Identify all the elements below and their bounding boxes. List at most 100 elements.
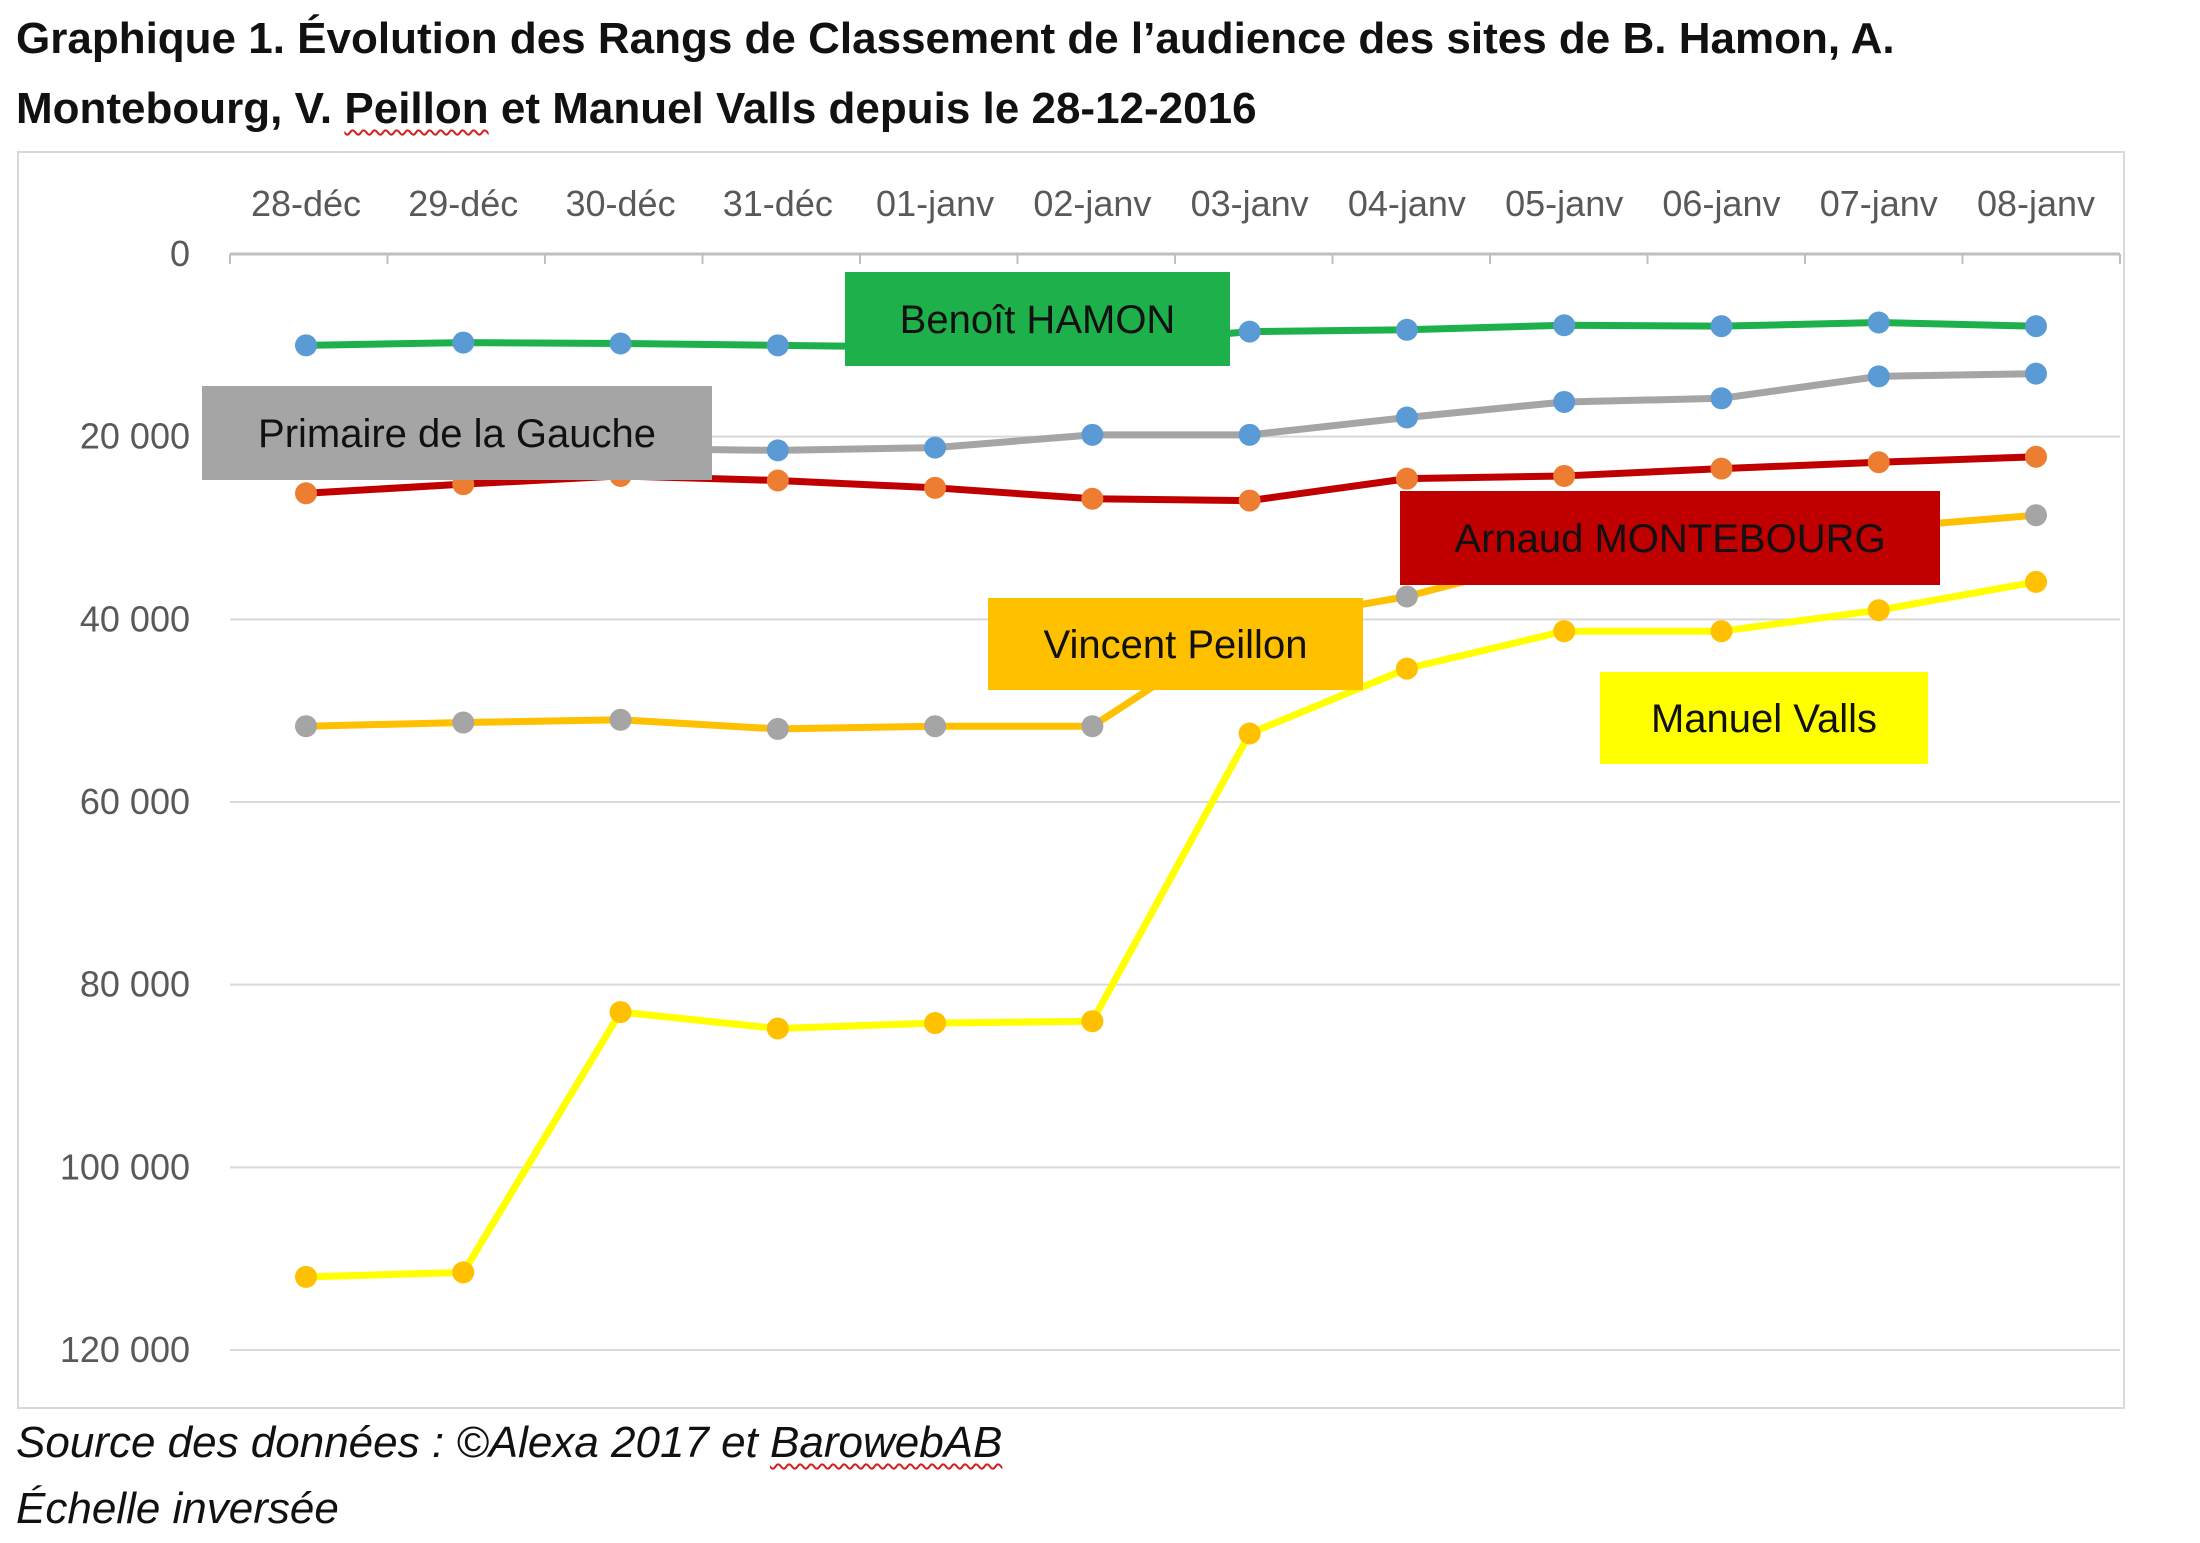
data-point — [1553, 314, 1576, 337]
data-point — [2025, 315, 2047, 338]
series-4 — [295, 570, 2047, 1288]
data-point — [766, 469, 789, 492]
series-label: Manuel Valls — [1600, 672, 1928, 764]
y-tick-label: 80 000 — [80, 964, 190, 1005]
data-point — [1710, 620, 1733, 643]
x-tick-label: 28-déc — [251, 183, 361, 224]
series-label-box — [988, 598, 1363, 690]
x-tick-label: 07-janv — [1820, 183, 1938, 224]
title-line-2-start: Montebourg, V. — [16, 84, 345, 133]
x-tick-label: 02-janv — [1033, 183, 1151, 224]
y-tick-label: 20 000 — [80, 416, 190, 457]
y-tick-label: 60 000 — [80, 781, 190, 822]
data-point — [766, 439, 789, 462]
series-line — [302, 578, 2040, 1281]
chart-title: Graphique 1. Évolution des Rangs de Clas… — [16, 4, 2176, 144]
series-label-text: Vincent Peillon — [1044, 623, 1308, 667]
data-point — [609, 332, 632, 355]
data-point — [1867, 451, 1890, 474]
x-tick-label: 05-janv — [1505, 183, 1623, 224]
x-tick-label: 08-janv — [1977, 183, 2095, 224]
data-point — [766, 1017, 789, 1040]
data-point — [1395, 467, 1418, 490]
source-text: Source des données : ©Alexa 2017 et — [16, 1418, 771, 1467]
data-point — [1553, 620, 1576, 643]
series-label-text: Primaire de la Gauche — [258, 412, 656, 456]
data-point — [1395, 657, 1418, 680]
series-label-box — [1600, 672, 1928, 764]
data-point — [766, 334, 789, 357]
data-point — [1395, 318, 1418, 341]
data-point — [1081, 487, 1104, 510]
x-tick-label: 06-janv — [1662, 183, 1780, 224]
x-tick-label: 01-janv — [876, 183, 994, 224]
series-label-text: Benoît HAMON — [900, 298, 1176, 342]
data-point — [1553, 390, 1576, 413]
x-tick-label: 29-déc — [408, 183, 518, 224]
title-line-2-end: et Manuel Valls depuis le 28-12-2016 — [488, 84, 1257, 133]
data-point — [1710, 315, 1733, 338]
data-point — [452, 1261, 475, 1284]
data-point — [1867, 311, 1890, 334]
x-tick-label: 30-déc — [566, 183, 676, 224]
data-point — [1395, 585, 1418, 608]
y-tick-label: 120 000 — [60, 1329, 190, 1370]
source-link-text: BarowebAB — [770, 1418, 1003, 1467]
series-label-layer: Benoît HAMON Primaire de la Gauche Arnaud … — [202, 272, 1940, 764]
series-label: Vincent Peillon — [988, 598, 1363, 690]
series-label: Arnaud MONTEBOURG — [1400, 491, 1940, 585]
x-tick-label: 03-janv — [1191, 183, 1309, 224]
data-point — [295, 1265, 317, 1288]
title-line-1: Graphique 1. Évolution des Rangs de Clas… — [16, 14, 1895, 63]
data-point — [924, 476, 947, 499]
series-label-box — [202, 386, 712, 480]
x-tick-label: 31-déc — [723, 183, 833, 224]
y-tick-label: 100 000 — [60, 1146, 190, 1187]
data-point — [1238, 722, 1261, 745]
series-label: Benoît HAMON — [845, 272, 1230, 366]
x-axis: 28-déc 29-déc 30-déc 31-déc 01-janv 02-janv 03… — [229, 183, 2121, 264]
data-point — [1710, 387, 1733, 410]
title-line-2-underlined: Peillon — [344, 84, 489, 133]
data-point — [1238, 423, 1261, 446]
series-label-box — [845, 272, 1230, 366]
data-point — [1553, 464, 1576, 487]
data-point — [609, 708, 632, 731]
data-point — [295, 715, 317, 738]
series-label-box — [1400, 491, 1940, 585]
data-point — [924, 436, 947, 459]
data-point — [1238, 489, 1261, 512]
data-point — [924, 1012, 947, 1035]
series-label: Primaire de la Gauche — [202, 386, 712, 480]
data-point — [295, 334, 317, 357]
data-point — [452, 331, 475, 354]
data-point — [766, 717, 789, 740]
y-tick-label: 0 — [170, 233, 190, 274]
scale-note: Échelle inversée — [16, 1484, 339, 1533]
data-point — [2025, 570, 2047, 593]
data-point — [1867, 599, 1890, 622]
data-point — [1867, 365, 1890, 388]
data-point — [295, 482, 317, 505]
data-point — [1081, 1010, 1104, 1033]
data-point — [2025, 504, 2047, 527]
data-point — [2025, 445, 2047, 468]
data-point — [609, 1001, 632, 1024]
source-note: Source des données : ©Alexa 2017 et Baro… — [16, 1418, 1002, 1468]
data-point — [1081, 423, 1104, 446]
y-tick-label: 40 000 — [80, 598, 190, 639]
chart-area-border — [17, 151, 2125, 1409]
series-layer — [295, 311, 2047, 1288]
y-axis-labels: 0 20 000 40 000 60 000 80 000 100 000 120 000 — [60, 233, 190, 1370]
data-point — [924, 715, 947, 738]
data-point — [2025, 362, 2047, 385]
data-point — [452, 711, 475, 734]
data-point — [1395, 406, 1418, 429]
data-point — [1081, 715, 1104, 738]
x-tick-label: 04-janv — [1348, 183, 1466, 224]
series-label-text: Arnaud MONTEBOURG — [1454, 517, 1885, 561]
data-point — [1710, 457, 1733, 480]
data-point — [1238, 320, 1261, 343]
series-label-text: Manuel Valls — [1651, 697, 1877, 741]
